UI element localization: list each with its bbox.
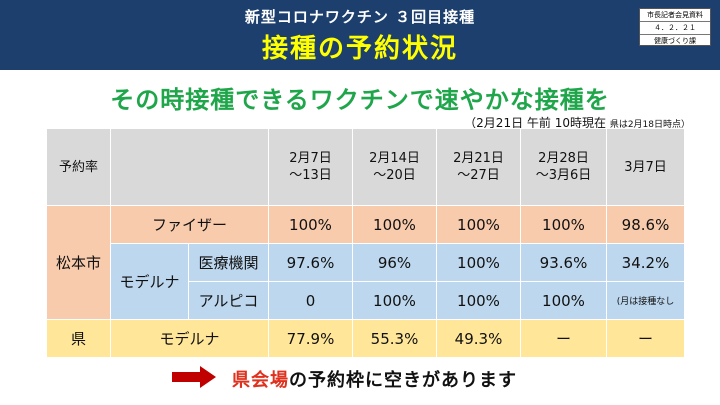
stamp-line-3: 健康づくり課 (654, 37, 696, 45)
period-2-start: 2月14日 (369, 151, 420, 166)
period-3-end: ～27日 (457, 168, 500, 183)
prefecture-value: ー (606, 319, 685, 358)
period-1-start: 2月7日 (289, 151, 332, 166)
prefecture-value: 49.3% (436, 319, 521, 358)
header-row: 予約率 2月7日 ～13日 2月14日 ～20日 2月21日 ～27日 2月28日 ～3… (46, 128, 685, 206)
header-subtitle: 新型コロナワクチン ３回目接種 (244, 8, 476, 26)
pfizer-label: ファイザー (110, 205, 269, 244)
prefecture-label: 県 (46, 319, 111, 358)
moderna-label: モデルナ (110, 243, 189, 320)
prefecture-value: 77.9% (268, 319, 353, 358)
prefecture-value: 55.3% (352, 319, 437, 358)
as-of-small: 県は2月18日時点） (609, 120, 690, 130)
header-blank (110, 128, 269, 206)
medical-value: 96% (352, 243, 437, 282)
arupico-value: 100% (436, 281, 521, 320)
headline: その時接種できるワクチンで速やかな接種を (110, 86, 610, 114)
pfizer-value: 100% (352, 205, 437, 244)
period-5: 3月7日 (606, 128, 685, 206)
prefecture-venue-highlight: 県会場 (232, 370, 289, 391)
medical-value: 93.6% (520, 243, 607, 282)
medical-value: 34.2% (606, 243, 685, 282)
period-1: 2月7日 ～13日 (268, 128, 353, 206)
prefecture-moderna-label: モデルナ (110, 319, 269, 358)
period-5-start: 3月7日 (624, 159, 667, 175)
as-of-main: （2月21日 午前 10時現在 (464, 116, 606, 130)
header-banner: 新型コロナワクチン ３回目接種 接種の予約状況 市長記者会見資料 ４．２．２１ … (0, 0, 720, 70)
period-2-end: ～20日 (373, 168, 416, 183)
bottom-message: 県会場の予約枠に空きがあります (232, 366, 517, 392)
prefecture-value: ー (520, 319, 607, 358)
pfizer-row: 松本市 ファイザー 100% 100% 100% 100% 98.6% (46, 205, 685, 320)
press-material-stamp: 市長記者会見資料 ４．２．２１ 健康づくり課 (639, 8, 711, 46)
prefecture-row: 県 モデルナ 77.9% 55.3% 49.3% ー ー (46, 319, 685, 358)
reservation-rate-table: 予約率 2月7日 ～13日 2月14日 ～20日 2月21日 ～27日 2月28日 ～3… (46, 128, 685, 358)
as-of-note: （2月21日 午前 10時現在 県は2月18日時点） (464, 114, 690, 131)
period-3-start: 2月21日 (453, 151, 504, 166)
period-4-start: 2月28日 (538, 151, 589, 166)
medical-value: 100% (436, 243, 521, 282)
arupico-value: 100% (352, 281, 437, 320)
pfizer-value: 98.6% (606, 205, 685, 244)
matsumoto-label: 松本市 (46, 205, 111, 320)
period-4-end: ～3月6日 (535, 168, 592, 183)
stamp-line-2: ４．２．２１ (640, 22, 710, 35)
period-4: 2月28日 ～3月6日 (520, 128, 607, 206)
arupico-value-note: (月は接種なし (606, 281, 685, 320)
period-2: 2月14日 ～20日 (352, 128, 437, 206)
pfizer-value: 100% (520, 205, 607, 244)
period-3: 2月21日 ～27日 (436, 128, 521, 206)
pfizer-value: 100% (436, 205, 521, 244)
arupico-value: 100% (520, 281, 607, 320)
corner-label: 予約率 (46, 128, 111, 206)
period-1-end: ～13日 (289, 168, 332, 183)
right-arrow-icon (172, 366, 216, 388)
moderna-arupico-row: アルピコ 0 100% 100% 100% (月は接種なし (47, 281, 685, 320)
pfizer-value: 100% (268, 205, 353, 244)
medical-label: 医療機関 (188, 243, 269, 282)
arupico-label: アルピコ (188, 281, 269, 320)
medical-value: 97.6% (268, 243, 353, 282)
bottom-message-text: の予約枠に空きがあります (289, 370, 517, 391)
header-title: 接種の予約状況 (261, 34, 458, 64)
arupico-value: 0 (268, 281, 353, 320)
moderna-medical-row: モデルナ 医療機関 97.6% 96% 100% 93.6% 34.2% (47, 243, 685, 320)
stamp-line-1: 市長記者会見資料 (640, 9, 710, 22)
